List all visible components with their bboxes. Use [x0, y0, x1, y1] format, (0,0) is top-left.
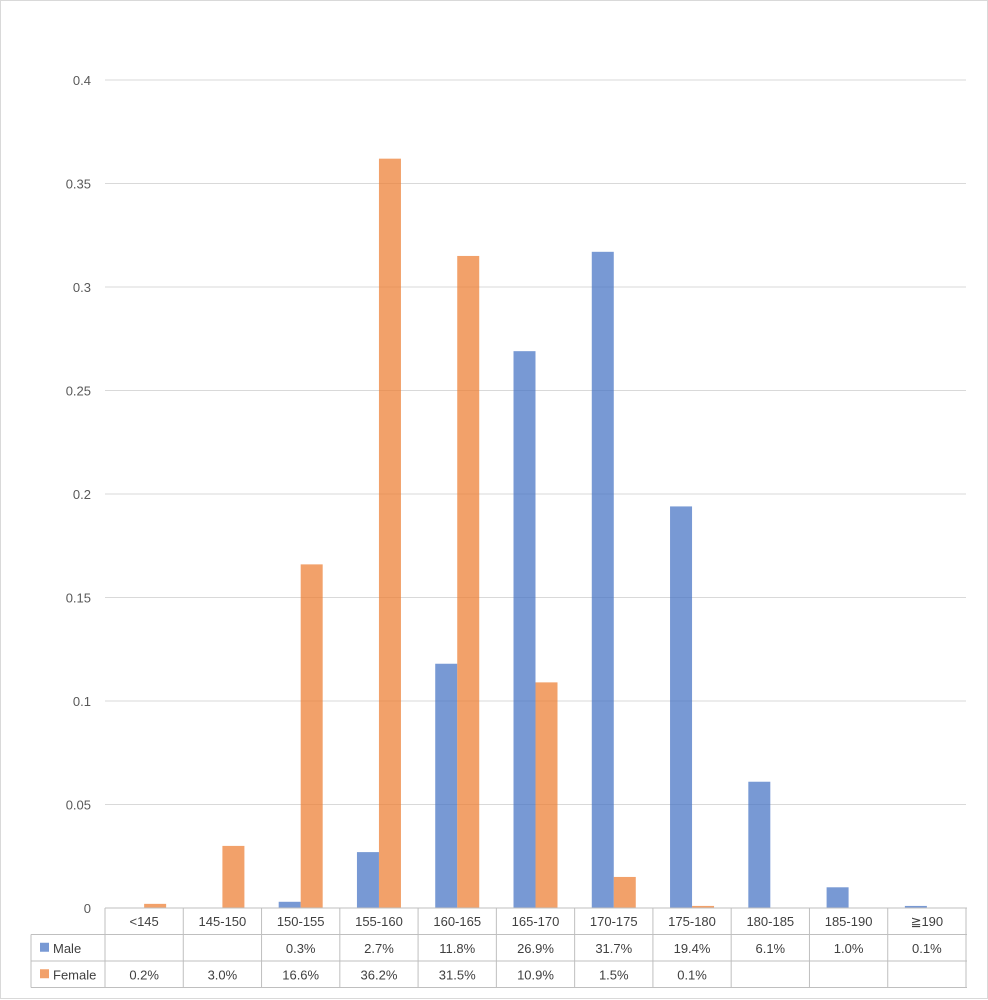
category-label: 170-175 — [590, 914, 638, 929]
data-table: <145 145-150 150-155 155-160 160-165 165-170 1… — [30, 907, 967, 988]
data-label-female: 16.6% — [282, 967, 319, 982]
bar-female-5 — [535, 682, 558, 908]
data-label-female: 1.5% — [599, 967, 629, 982]
y-tick-label: 0.35 — [66, 177, 91, 192]
category-label: 165-170 — [512, 914, 560, 929]
category-label: ≧190 — [911, 914, 944, 929]
category-label: 155-160 — [355, 914, 403, 929]
legend-label-male: Male — [53, 941, 81, 956]
bar-male-5 — [513, 351, 536, 908]
y-tick-label: 0.15 — [66, 591, 91, 606]
y-tick-label: 0.1 — [73, 694, 91, 709]
category-label: 180-185 — [746, 914, 794, 929]
data-label-female: 36.2% — [361, 967, 398, 982]
bar-female-0 — [144, 903, 167, 908]
y-tick-label: 0.25 — [66, 384, 91, 399]
category-label: 160-165 — [433, 914, 481, 929]
data-label-male: 0.1% — [912, 941, 942, 956]
data-label-male: 26.9% — [517, 941, 554, 956]
category-label: 150-155 — [277, 914, 325, 929]
data-label-female: 0.2% — [129, 967, 159, 982]
bar-male-6 — [591, 251, 614, 908]
data-label-male: 31.7% — [595, 941, 632, 956]
bar-female-2 — [300, 564, 323, 908]
bar-female-7 — [692, 905, 715, 908]
data-label-female: 10.9% — [517, 967, 554, 982]
bar-male-7 — [670, 506, 693, 908]
bar-male-4 — [435, 663, 458, 908]
bars — [144, 158, 927, 908]
data-label-male: 6.1% — [755, 941, 785, 956]
category-label: 175-180 — [668, 914, 716, 929]
y-tick-label: 0.2 — [73, 487, 91, 502]
bar-male-2 — [278, 901, 301, 908]
y-tick-label: 0.05 — [66, 798, 91, 813]
data-label-male: 1.0% — [834, 941, 864, 956]
data-label-male: 0.3% — [286, 941, 316, 956]
bar-male-10 — [904, 905, 927, 908]
bar-female-4 — [457, 255, 480, 908]
bar-male-3 — [356, 852, 379, 908]
bar-female-1 — [222, 845, 245, 908]
category-label: 185-190 — [825, 914, 873, 929]
y-tick-label: 0.4 — [73, 73, 91, 88]
y-tick-label: 0 — [84, 901, 91, 916]
bar-male-8 — [748, 781, 771, 908]
data-label-female: 0.1% — [677, 967, 707, 982]
bar-female-3 — [378, 158, 401, 908]
data-label-male: 2.7% — [364, 941, 394, 956]
data-label-female: 31.5% — [439, 967, 476, 982]
bar-male-9 — [826, 887, 849, 908]
y-tick-label: 0.3 — [73, 280, 91, 295]
data-label-male: 19.4% — [674, 941, 711, 956]
bar-female-6 — [613, 876, 636, 908]
data-label-female: 3.0% — [208, 967, 238, 982]
category-label: <145 — [129, 914, 158, 929]
data-label-male: 11.8% — [439, 941, 475, 956]
legend-key-female — [40, 969, 49, 979]
legend-label-female: Female — [53, 967, 96, 982]
y-axis-ticks: 0 0.05 0.1 0.15 0.2 0.25 0.3 0.35 0.4 — [66, 73, 91, 916]
legend-key-male — [40, 942, 49, 952]
category-label: 145-150 — [199, 914, 247, 929]
